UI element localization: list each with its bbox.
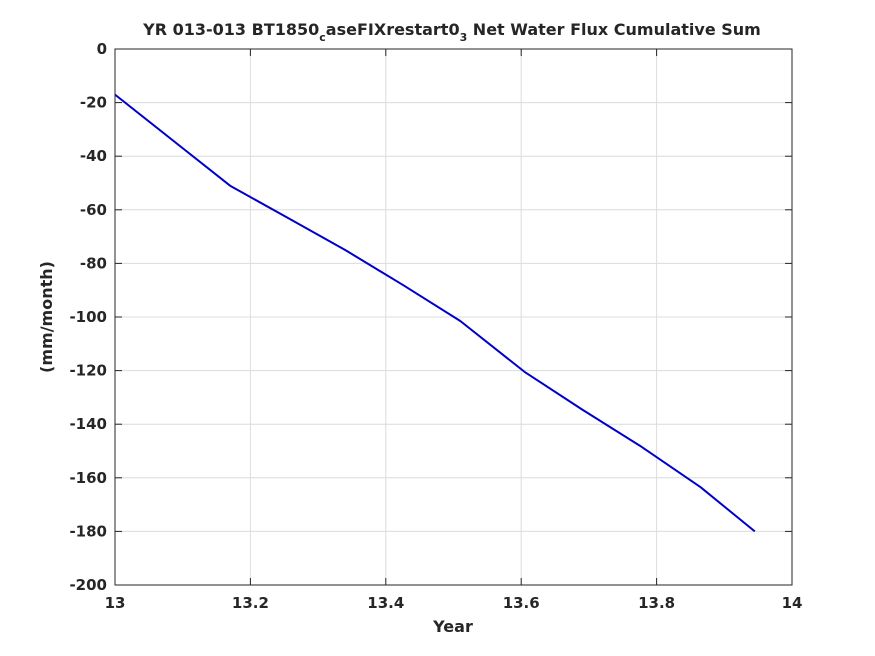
y-tick-label: -40	[80, 147, 107, 165]
y-tick-label: -100	[69, 308, 107, 326]
x-tick-label: 13.8	[638, 594, 675, 612]
x-tick-label: 13.6	[503, 594, 540, 612]
y-tick-label: -120	[69, 362, 107, 380]
x-tick-label: 13	[105, 594, 126, 612]
y-tick-label: -200	[69, 576, 107, 594]
y-tick-label: -20	[80, 94, 107, 112]
y-tick-label: -140	[69, 415, 107, 433]
chart-title: YR 013-013 BT1850caseFIXrestart03 Net Wa…	[142, 20, 761, 44]
series-layer	[114, 93, 756, 533]
x-tick-label: 14	[782, 594, 803, 612]
y-tick-label: 0	[97, 40, 107, 58]
y-axis-label: (mm/month)	[37, 261, 56, 373]
y-tick-label: -60	[80, 201, 107, 219]
y-tick-label: -160	[69, 469, 107, 487]
x-tick-label: 13.2	[232, 594, 269, 612]
x-tick-label: 13.4	[367, 594, 404, 612]
y-tick-label: -80	[80, 254, 107, 272]
y-axis-ticks: 0 -20 -40 -60 -80 -100 -120 -140 -160 -180 -200	[69, 40, 792, 594]
series-line-0	[114, 93, 756, 533]
x-axis-ticks: 13 13.2 13.4 13.6 13.8 14	[105, 49, 803, 612]
y-tick-label: -180	[69, 522, 107, 540]
x-axis-label: Year	[432, 617, 473, 636]
